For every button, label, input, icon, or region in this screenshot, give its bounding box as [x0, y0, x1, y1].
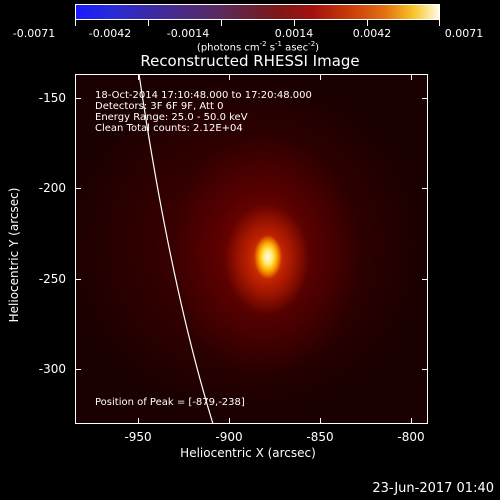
- colorbar-tick-label: -0.0014: [166, 27, 210, 40]
- x-tick: [320, 74, 321, 80]
- x-tick: [229, 74, 230, 80]
- info-total-counts: Clean Total counts: 2.12E+04: [95, 123, 243, 134]
- info-detectors: Detectors: 3F 6F 9F, Att 0: [95, 101, 224, 112]
- info-time-range: 18-Oct-2014 17:10:48.000 to 17:20:48.000: [95, 90, 312, 101]
- y-tick-label: -200: [38, 181, 66, 195]
- x-tick-label: -900: [215, 430, 243, 444]
- x-tick: [320, 418, 321, 424]
- y-tick: [75, 279, 81, 280]
- timestamp: 23-Jun-2017 01:40: [372, 481, 494, 496]
- peak-position: Position of Peak = [-879,-238]: [95, 397, 245, 408]
- x-tick: [138, 418, 139, 424]
- x-tick-label: -850: [306, 430, 334, 444]
- solar-limb: [138, 74, 214, 424]
- y-tick: [422, 98, 428, 99]
- y-tick: [75, 98, 81, 99]
- y-tick: [422, 369, 428, 370]
- y-tick: [422, 188, 428, 189]
- plot-title: Reconstructed RHESSI Image: [140, 52, 360, 70]
- colorbar-tick-label: 0.0071: [444, 27, 484, 40]
- colorbar-tick: [294, 20, 295, 26]
- x-tick: [411, 74, 412, 80]
- x-tick: [138, 74, 139, 80]
- y-tick: [75, 188, 81, 189]
- y-axis-title: Heliocentric Y (arcsec): [7, 187, 21, 323]
- y-tick: [422, 279, 428, 280]
- x-axis-title: Heliocentric X (arcsec): [180, 446, 316, 460]
- colorbar-tick-label: -0.0071: [12, 27, 56, 40]
- colorbar-tick: [439, 20, 440, 26]
- colorbar-tick-label: 0.0014: [274, 27, 314, 40]
- x-tick: [229, 418, 230, 424]
- colorbar-tick: [367, 20, 368, 26]
- colorbar-units: (photons cm-2 s-1 asec-2): [196, 40, 320, 54]
- heatmap-image: [75, 74, 428, 424]
- colorbar-tick: [75, 20, 76, 26]
- colorbar-tick-label: -0.0042: [88, 27, 132, 40]
- colorbar-tick-label: 0.0042: [352, 27, 392, 40]
- colorbar-tick: [148, 20, 149, 26]
- y-tick-label: -250: [38, 272, 66, 286]
- x-tick-label: -800: [397, 430, 425, 444]
- y-tick-label: -150: [38, 91, 66, 105]
- x-tick: [411, 418, 412, 424]
- colorbar: [75, 4, 440, 20]
- info-energy-range: Energy Range: 25.0 - 50.0 keV: [95, 112, 248, 123]
- y-tick-label: -300: [38, 362, 66, 376]
- y-tick: [75, 369, 81, 370]
- x-tick-label: -950: [124, 430, 152, 444]
- colorbar-tick: [221, 20, 222, 26]
